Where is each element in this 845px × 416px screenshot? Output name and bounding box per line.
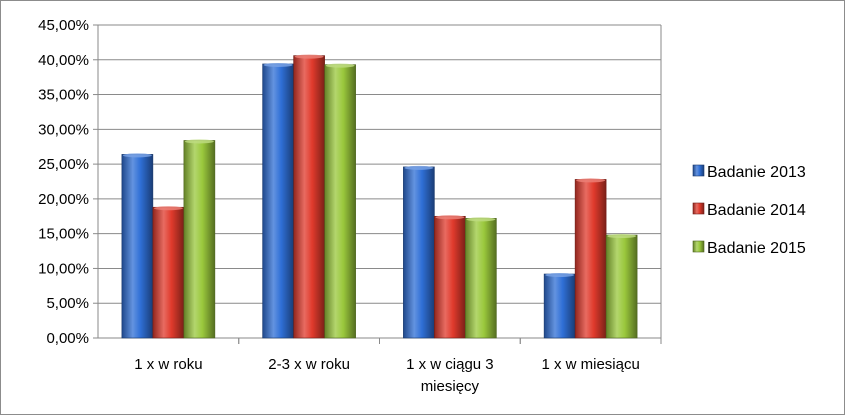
y-axis-ticks: 0,00% 5,00% 10,00% 15,00% 20,00% 25,00% 30,00%… bbox=[38, 17, 98, 347]
bar-badanie-2014 bbox=[293, 55, 325, 339]
bar-badanie-2015 bbox=[605, 234, 638, 339]
bar-badanie-2013 bbox=[262, 63, 294, 339]
bars bbox=[121, 54, 638, 339]
x-category-label: 2-3 x w roku bbox=[268, 356, 350, 373]
bar-top-highlight bbox=[466, 217, 496, 222]
bar-top-highlight bbox=[607, 234, 637, 239]
bar-top-highlight bbox=[435, 215, 465, 220]
legend-swatch bbox=[692, 202, 705, 215]
bar-badanie-2015 bbox=[465, 218, 497, 339]
bar-top-highlight bbox=[545, 273, 575, 278]
y-tick-label: 35,00% bbox=[38, 87, 89, 104]
bar-top-highlight bbox=[263, 62, 293, 67]
y-tick-label: 15,00% bbox=[38, 226, 89, 243]
bar-badanie-2014 bbox=[574, 179, 607, 339]
bar-badanie-2014 bbox=[152, 206, 185, 339]
y-tick-label: 0,00% bbox=[46, 330, 89, 347]
bar-badanie-2015 bbox=[183, 140, 216, 339]
y-tick-label: 45,00% bbox=[38, 17, 89, 34]
legend: Badanie 2013 Badanie 2014 Badanie 2015 bbox=[692, 164, 806, 257]
y-tick-label: 5,00% bbox=[46, 295, 89, 312]
x-axis-categories: 1 x w roku 2-3 x w roku 1 x w ciągu 3 miesi… bbox=[134, 338, 662, 395]
y-tick-label: 40,00% bbox=[38, 52, 89, 69]
bar-top-highlight bbox=[576, 178, 606, 183]
legend-label: Badanie 2014 bbox=[707, 202, 806, 219]
bar-badanie-2013 bbox=[403, 166, 435, 339]
x-category-label: 1 x w ciągu 3 miesięcy bbox=[406, 356, 494, 395]
bar-top-highlight bbox=[153, 206, 183, 211]
y-tick-label: 25,00% bbox=[38, 156, 89, 173]
legend-swatch bbox=[692, 240, 705, 253]
y-tick-label: 20,00% bbox=[38, 191, 89, 208]
bar-top-highlight bbox=[325, 63, 355, 68]
bar-top-highlight bbox=[122, 153, 152, 158]
bar-badanie-2013 bbox=[121, 154, 154, 339]
bar-top-highlight bbox=[184, 139, 214, 144]
y-tick-label: 10,00% bbox=[38, 260, 89, 277]
bar-badanie-2014 bbox=[434, 215, 466, 339]
bar-top-highlight bbox=[404, 165, 434, 170]
bar-badanie-2015 bbox=[324, 64, 356, 339]
legend-swatch bbox=[692, 164, 705, 177]
x-category-label: 1 x w roku bbox=[134, 356, 202, 373]
legend-label: Badanie 2015 bbox=[707, 240, 806, 257]
legend-label: Badanie 2013 bbox=[707, 164, 806, 181]
y-tick-label: 30,00% bbox=[38, 121, 89, 138]
bar-top-highlight bbox=[294, 54, 324, 59]
bar-badanie-2013 bbox=[543, 273, 576, 339]
x-category-label: 1 x w miesiącu bbox=[541, 356, 639, 373]
